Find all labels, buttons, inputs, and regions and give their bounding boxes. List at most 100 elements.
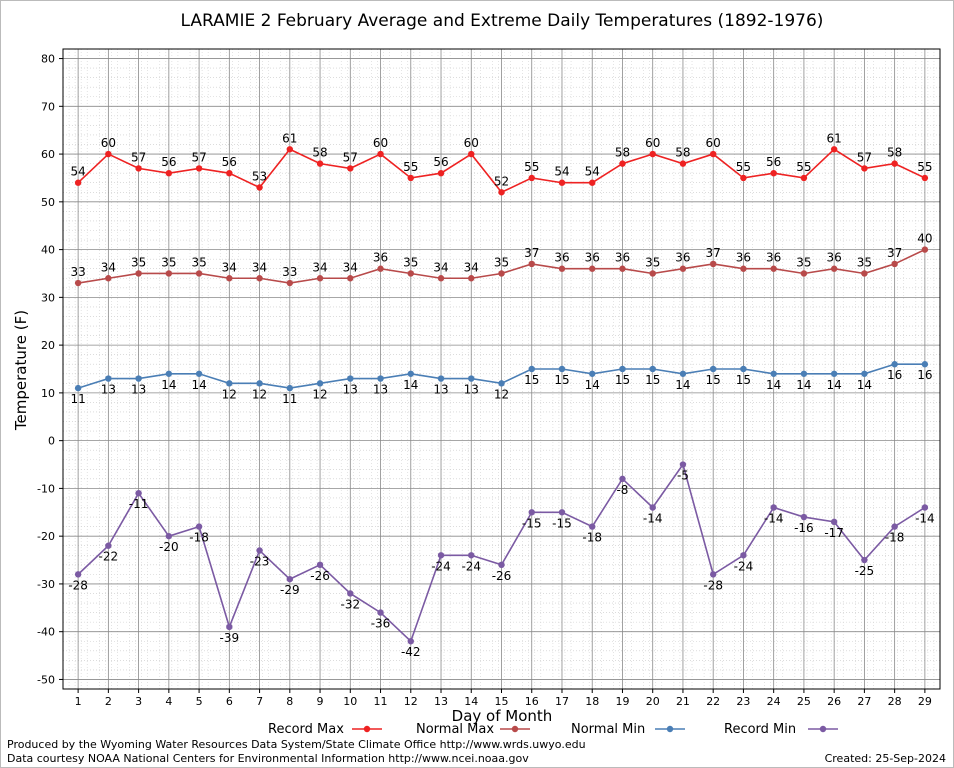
data-label-record-max: 54 [585, 165, 600, 179]
x-axis: 1 2 3 4 5 6 7 8 9 10 11 12 13 14 15 16 17 18 19 20 21 22 23 24 2… [75, 689, 932, 708]
data-point-normal-max [165, 270, 173, 277]
data-point-normal-max [649, 270, 656, 277]
data-point-record-min [316, 561, 324, 569]
data-label-normal-max: 35 [131, 255, 146, 269]
data-label-normal-max: 33 [70, 265, 85, 279]
data-point-normal-max [861, 270, 868, 277]
data-label-record-max: 56 [161, 155, 176, 169]
data-point-normal-min [921, 361, 929, 368]
data-point-record-min [649, 504, 656, 511]
y-tick-label: -40 [37, 626, 55, 639]
data-point-normal-max [800, 270, 808, 277]
data-point-normal-max [830, 265, 838, 272]
data-point-normal-max [135, 270, 142, 277]
data-point-normal-max [498, 270, 505, 277]
data-label-normal-max: 34 [252, 260, 267, 274]
data-point-record-max [558, 179, 566, 186]
data-point-record-max [407, 174, 414, 182]
data-point-record-min [589, 523, 596, 530]
data-label-normal-max: 37 [524, 246, 539, 260]
data-point-record-min [135, 489, 142, 497]
x-tick-label: 28 [888, 695, 902, 708]
data-label-record-min: -5 [677, 469, 689, 483]
y-tick-label: -50 [37, 673, 55, 686]
y-tick-label: 80 [41, 53, 55, 66]
data-point-normal-max [619, 265, 626, 272]
y-tick-label: 40 [41, 244, 55, 257]
data-point-normal-max [74, 279, 82, 287]
data-point-normal-min [649, 365, 656, 373]
data-label-normal-min: 13 [131, 383, 146, 397]
data-point-record-max [347, 165, 354, 172]
y-tick-label: 0 [48, 435, 55, 448]
x-tick-label: 23 [736, 695, 750, 708]
data-point-normal-min [498, 380, 505, 387]
data-point-normal-max [589, 265, 596, 272]
data-label-record-max: 56 [766, 155, 781, 169]
data-label-record-min: -23 [250, 554, 270, 568]
data-label-normal-max: 36 [554, 251, 569, 265]
data-label-normal-max: 37 [887, 246, 902, 260]
x-tick-label: 27 [857, 695, 871, 708]
data-label-normal-max: 35 [857, 255, 872, 269]
data-label-record-max: 53 [252, 170, 267, 184]
data-label-normal-min: 14 [675, 378, 690, 392]
legend-label: Record Min [724, 722, 796, 737]
data-label-record-max: 55 [403, 160, 418, 174]
data-label-record-max: 58 [615, 146, 630, 160]
x-tick-label: 26 [827, 695, 841, 708]
data-label-record-min: -22 [99, 550, 119, 564]
data-label-record-max: 57 [191, 150, 206, 164]
data-label-record-min: -25 [855, 564, 875, 578]
data-point-normal-min [377, 375, 384, 382]
y-tick-label: -10 [37, 482, 55, 495]
y-tick-label: -20 [37, 530, 55, 543]
data-point-record-max [740, 174, 747, 182]
data-point-record-min [195, 523, 203, 530]
data-label-record-max: 60 [645, 136, 660, 150]
data-label-normal-min: 15 [645, 373, 660, 387]
data-point-record-min [407, 638, 414, 645]
x-tick-label: 14 [464, 695, 478, 708]
data-point-normal-min [195, 370, 203, 377]
data-point-normal-min [468, 375, 475, 382]
legend: Record Max Normal Max Normal Min Record Min [268, 722, 838, 737]
footer-credit-line-1: Produced by the Wyoming Water Resources … [7, 738, 586, 751]
data-label-normal-min: 14 [585, 378, 600, 392]
grid [63, 49, 940, 689]
data-point-record-min [256, 547, 263, 554]
data-label-normal-max: 35 [161, 255, 176, 269]
x-tick-label: 4 [165, 695, 172, 708]
x-tick-label: 1 [75, 695, 82, 708]
data-label-normal-max: 36 [373, 251, 388, 265]
data-label-normal-min: 13 [464, 383, 479, 397]
data-label-record-max: 57 [131, 150, 146, 164]
data-point-record-max [861, 165, 868, 172]
data-label-record-max: 57 [343, 150, 358, 164]
data-label-normal-max: 40 [917, 232, 932, 246]
data-point-record-min [347, 590, 354, 597]
data-label-record-max: 57 [857, 150, 872, 164]
data-label-record-min: -14 [764, 512, 784, 526]
data-label-normal-min: 11 [282, 392, 297, 406]
data-label-record-max: 52 [494, 174, 509, 188]
data-label-normal-max: 34 [464, 260, 479, 274]
x-tick-label: 6 [226, 695, 233, 708]
data-label-normal-min: 15 [524, 373, 539, 387]
data-point-record-min [498, 561, 505, 569]
data-label-normal-max: 36 [827, 251, 842, 265]
x-tick-label: 22 [706, 695, 720, 708]
x-tick-label: 21 [676, 695, 690, 708]
data-label-record-min: -18 [885, 531, 905, 545]
x-tick-label: 19 [615, 695, 629, 708]
data-point-normal-max [347, 275, 354, 282]
data-point-record-max [256, 184, 263, 191]
data-label-record-max: 55 [524, 160, 539, 174]
data-label-record-min: -26 [492, 569, 512, 583]
legend-item-normal-min: Normal Min [571, 722, 685, 737]
data-label-normal-min: 12 [252, 387, 267, 401]
data-label-record-max: 56 [222, 155, 237, 169]
data-label-record-min: -15 [522, 516, 542, 530]
y-tick-label: 70 [41, 100, 55, 113]
data-label-normal-min: 14 [161, 378, 176, 392]
